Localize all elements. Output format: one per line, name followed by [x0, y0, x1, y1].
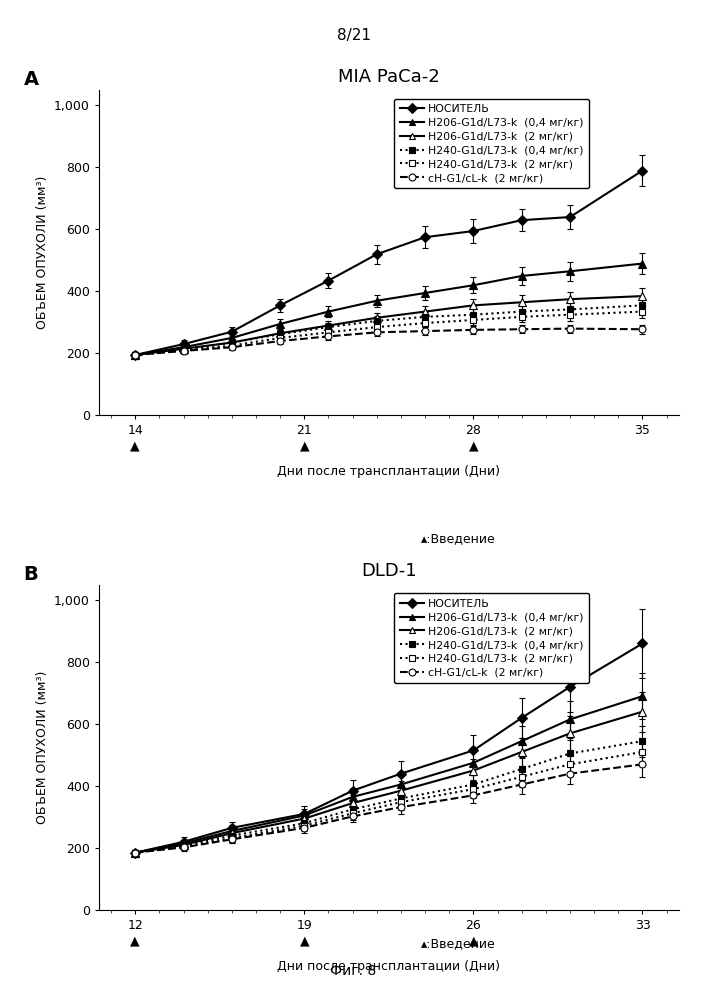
Text: ▲: ▲ — [300, 934, 309, 947]
Text: A: A — [23, 70, 39, 89]
X-axis label: Дни после трансплантации (Дни): Дни после трансплантации (Дни) — [277, 960, 501, 973]
X-axis label: Дни после трансплантации (Дни): Дни после трансплантации (Дни) — [277, 465, 501, 478]
Text: ▲: ▲ — [469, 440, 478, 453]
Title: MIA PaCa-2: MIA PaCa-2 — [338, 68, 440, 86]
Text: ▴:Введение: ▴:Введение — [421, 532, 496, 545]
Y-axis label: ОБЪЕМ ОПУХОЛИ (мм³): ОБЪЕМ ОПУХОЛИ (мм³) — [35, 671, 49, 824]
Legend: НОСИТЕЛЬ, H206-G1d/L73-k  (0,4 мг/кг), H206-G1d/L73-k  (2 мг/кг), H240-G1d/L73-k: НОСИТЕЛЬ, H206-G1d/L73-k (0,4 мг/кг), H2… — [395, 99, 589, 188]
Text: ▲: ▲ — [300, 440, 309, 453]
Text: ▲: ▲ — [130, 934, 140, 947]
Y-axis label: ОБЪЕМ ОПУХОЛИ (мм³): ОБЪЕМ ОПУХОЛИ (мм³) — [35, 176, 49, 329]
Title: DLD-1: DLD-1 — [361, 562, 416, 580]
Text: ▴:Введение: ▴:Введение — [421, 937, 496, 950]
Text: Фиг. 8: Фиг. 8 — [330, 964, 377, 978]
Text: ▲: ▲ — [130, 440, 140, 453]
Text: ▲: ▲ — [469, 934, 478, 947]
Text: B: B — [23, 565, 38, 584]
Text: 8/21: 8/21 — [337, 28, 370, 43]
Legend: НОСИТЕЛЬ, H206-G1d/L73-k  (0,4 мг/кг), H206-G1d/L73-k  (2 мг/кг), H240-G1d/L73-k: НОСИТЕЛЬ, H206-G1d/L73-k (0,4 мг/кг), H2… — [395, 593, 589, 683]
